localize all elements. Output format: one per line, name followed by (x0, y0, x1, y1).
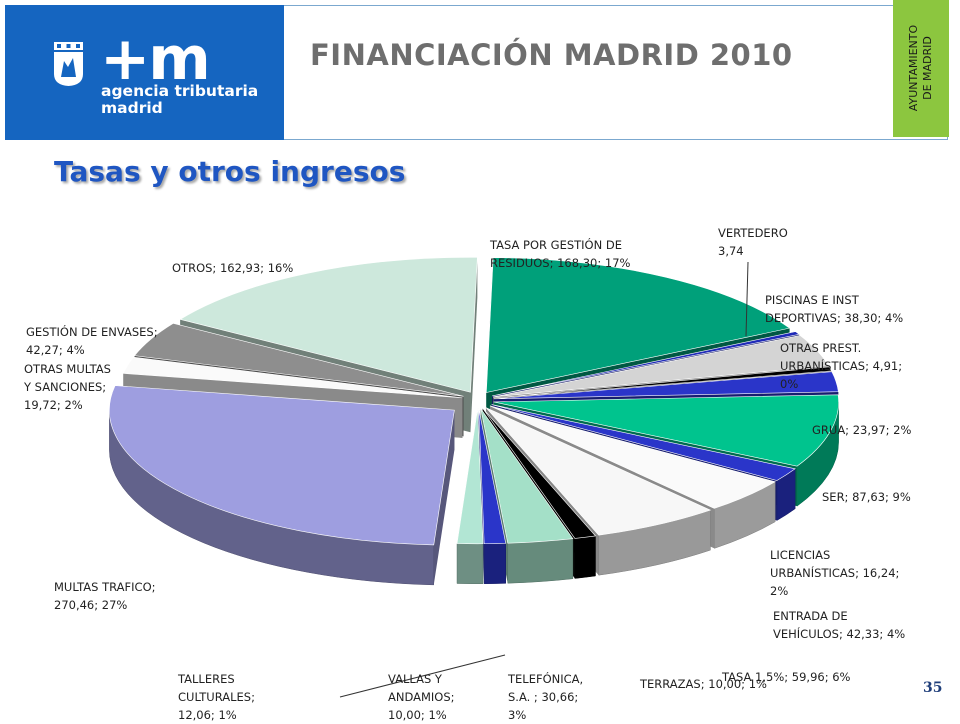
slice-label: TELEFÓNICA, S.A. ; 30,66; 3% (508, 670, 583, 724)
slice-label: TERRAZAS; 10,00; 1% (640, 675, 767, 693)
page-title: FINANCIACIÓN MADRID 2010 (310, 38, 793, 72)
pie-slice (486, 257, 791, 393)
slice-label-line: 10,00; 1% (388, 708, 447, 722)
slice-label-line: SER; 87,63; 9% (822, 490, 911, 504)
madrid-crest-icon (54, 42, 83, 86)
slice-label-line: OTRAS PREST. (780, 341, 862, 355)
slice-label-line: 3% (508, 708, 527, 722)
logo-line-1: agencia tributaria (101, 82, 259, 100)
slice-label-line: OTROS; 162,93; 16% (172, 261, 294, 275)
pie-slice (480, 408, 574, 544)
logo-line-2: madrid (101, 99, 163, 117)
slice-label-line: S.A. ; 30,66; (508, 690, 579, 704)
slice-label-line: PISCINAS E INST (765, 293, 859, 307)
pie-slice (109, 385, 455, 546)
slice-label-line: LICENCIAS (770, 548, 831, 562)
slice-label: PISCINAS E INST DEPORTIVAS; 38,30; 4% (765, 291, 903, 327)
slice-label-line: 3,74 (718, 244, 744, 258)
slice-label-line: 0% (780, 377, 799, 391)
slice-label-line: 42,27; 4% (26, 343, 85, 357)
slice-label-line: RESIDUOS; 168,30; 17% (490, 256, 631, 270)
slice-label-line: 2% (770, 584, 789, 598)
slice-label-line: OTRAS MULTAS (24, 362, 111, 376)
pie-slice (489, 405, 776, 509)
slice-label-line: ANDAMIOS; (388, 690, 455, 704)
slice-label-line: URBANÍSTICAS; 16,24; (770, 566, 900, 580)
pie-slice (478, 408, 507, 545)
slice-label: SER; 87,63; 9% (822, 488, 911, 506)
slice-label: ENTRADA DE VEHÍCULOS; 42,33; 4% (773, 607, 905, 643)
agency-logo: +m agencia tributaria madrid (5, 5, 284, 140)
slice-label: OTROS; 162,93; 16% (172, 259, 293, 277)
pie-slice (493, 371, 839, 400)
pie-slice (179, 256, 478, 393)
pie-slice (493, 394, 839, 467)
pie-slice-wall (574, 535, 596, 579)
pie-slice (491, 404, 796, 481)
slice-label-line: MULTAS TRAFICO; (54, 580, 156, 594)
slice-label: VERTEDERO 3,74 (718, 224, 788, 260)
slice-label-line: DEPORTIVAS; 38,30; 4% (765, 311, 904, 325)
slice-label: LICENCIAS URBANÍSTICAS; 16,24; 2% (770, 546, 899, 600)
slice-label-line: 19,72; 2% (24, 398, 83, 412)
slice-label-line: TASA POR GESTIÓN DE (490, 238, 622, 252)
pie-slice (485, 407, 712, 536)
pie-slice (456, 408, 484, 545)
slice-label-line: CULTURALES; (178, 690, 255, 704)
slice-label-line: VALLAS Y (388, 672, 442, 686)
slice-label: VALLAS Y ANDAMIOS; 10,00; 1% (388, 670, 455, 724)
slice-label-line: VEHÍCULOS; 42,33; 4% (773, 627, 906, 641)
slice-label-line: GRUA; 23,97; 2% (812, 423, 912, 437)
slice-label: GESTIÓN DE ENVASES; 42,27; 4% (26, 323, 158, 359)
slice-label-line: GESTIÓN DE ENVASES; (26, 325, 158, 339)
side-tab (893, 0, 949, 137)
slice-label: OTRAS MULTAS Y SANCIONES; 19,72; 2% (24, 360, 111, 414)
slice-label-line: VERTEDERO (718, 226, 788, 240)
pie-slice (122, 356, 463, 399)
leader-line (339, 654, 506, 698)
pie-slice (492, 335, 830, 398)
pie-slice-side (433, 410, 455, 585)
pie-slice (492, 331, 800, 397)
slice-label-line: TELEFÓNICA, (508, 672, 584, 686)
slice-label: GRUA; 23,97; 2% (812, 421, 911, 439)
slice-label: OTRAS PREST. URBANÍSTICAS; 4,91; 0% (780, 339, 902, 393)
slice-label-line: 270,46; 27% (54, 598, 128, 612)
slice-label: TASA 1,5%; 59,96; 6% (722, 668, 850, 686)
slice-label-line: Y SANCIONES; (24, 380, 107, 394)
slice-label-line: ENTRADA DE (773, 609, 848, 623)
pie-slice (493, 366, 833, 399)
pie-slice-side (470, 257, 478, 433)
pie-slice-wall (456, 543, 484, 585)
slice-label: TASA POR GESTIÓN DE RESIDUOS; 168,30; 17% (490, 236, 630, 272)
slice-label-line: TALLERES (178, 672, 235, 686)
pie-slice-wall (483, 543, 506, 584)
logo-plus-m: +m (100, 24, 211, 94)
pie-slice-wall (507, 538, 574, 584)
page-number: 35 (923, 680, 943, 696)
pie-slice (482, 408, 597, 539)
slice-label: TALLERES CULTURALES; 12,06; 1% (178, 670, 255, 724)
section-subtitle: Tasas y otros ingresos (54, 155, 406, 188)
slice-label-line: TASA 1,5%; 59,96; 6% (722, 670, 851, 684)
slice-label-line: URBANÍSTICAS; 4,91; (780, 359, 903, 373)
pie-slice (133, 323, 464, 397)
slice-label: MULTAS TRAFICO; 270,46; 27% (54, 578, 156, 614)
slice-label-line: TERRAZAS; 10,00; 1% (640, 677, 767, 691)
leader-line (745, 261, 749, 337)
slice-label-line: 12,06; 1% (178, 708, 237, 722)
